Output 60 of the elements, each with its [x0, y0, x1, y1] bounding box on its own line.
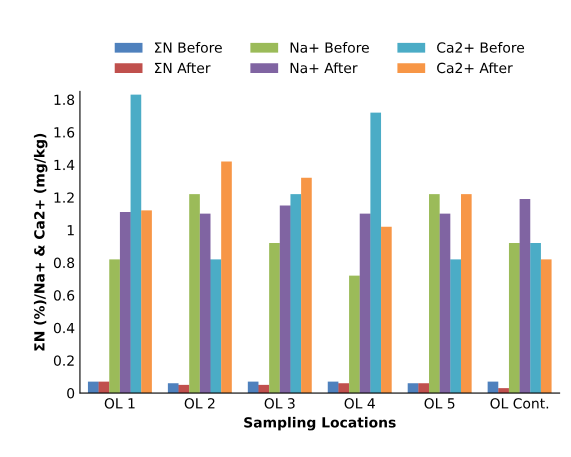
bar: [530, 243, 541, 394]
bar: [370, 112, 382, 394]
bar: [178, 384, 190, 394]
bar: [360, 214, 370, 394]
bar: [168, 383, 179, 394]
bar: [88, 382, 99, 394]
bar: [200, 214, 211, 394]
y-tick-label: 1: [68, 225, 74, 236]
bar: [248, 382, 258, 394]
y-tick-label: 0.2: [54, 355, 74, 366]
x-tick-label: OL 1: [104, 398, 135, 409]
bar: [328, 382, 338, 394]
x-tick-label: OL 4: [344, 398, 375, 409]
x-tick-label: OL 5: [424, 398, 454, 409]
y-tick-label: 0.4: [54, 322, 74, 334]
legend-label: Na+ Before: [290, 42, 369, 53]
y-tick-label: 1.6: [54, 127, 74, 138]
bar: [429, 194, 440, 394]
x-tick-label: OL 2: [184, 398, 214, 409]
bar: [301, 178, 312, 394]
y-tick-label: 0.6: [54, 290, 74, 301]
y-tick-label: 1.4: [54, 160, 74, 170]
x-tick-label: OL 3: [264, 398, 295, 409]
bar: [540, 259, 552, 394]
bar: [210, 259, 222, 394]
bar: [349, 276, 360, 394]
bar: [338, 383, 350, 394]
bar: [460, 194, 472, 394]
y-tick-label: 0.8: [54, 258, 74, 268]
bar: [280, 206, 290, 394]
bar: [408, 383, 418, 394]
bar: [189, 194, 200, 394]
y-tick-label: 1.2: [54, 192, 74, 203]
bar: [120, 212, 131, 394]
x-tick-label: OL Cont.: [490, 398, 548, 409]
bar: [141, 210, 152, 394]
bar: [520, 199, 530, 394]
legend-label: Ca2+ Before: [437, 42, 524, 53]
bar: [109, 259, 120, 394]
bar: [221, 162, 232, 394]
bar: [450, 259, 461, 394]
legend-label: Na+ After: [290, 62, 358, 74]
bar: [290, 194, 302, 394]
bar: [498, 388, 509, 394]
y-tick-label: 0: [67, 388, 74, 398]
bar: [258, 384, 270, 394]
bar: [381, 226, 392, 394]
bar: [418, 383, 430, 394]
legend-label: Ca2+ After: [437, 62, 513, 74]
legend-label: ΣN After: [154, 62, 211, 74]
y-tick-label: 1.8: [54, 94, 74, 106]
bar: [488, 382, 498, 394]
bar: [130, 94, 142, 394]
y-axis-title: ΣN (%)/Na+ & Ca2+ (mg/kg): [34, 134, 48, 350]
bar: [508, 243, 520, 394]
legend-label: ΣN Before: [154, 42, 222, 53]
bar: [440, 214, 450, 394]
x-axis-title: Sampling Locations: [244, 416, 396, 430]
bar: [269, 243, 280, 394]
bar: [98, 382, 110, 394]
